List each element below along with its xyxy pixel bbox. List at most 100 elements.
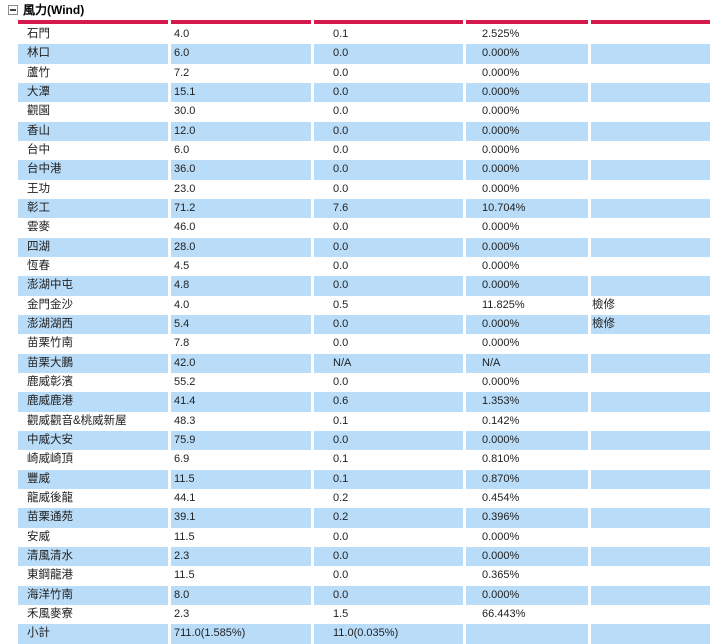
station-name-cell: 清風清水: [18, 546, 168, 567]
station-name-cell: 鹿威鹿港: [18, 392, 168, 412]
accent-bar-segment: [591, 20, 710, 24]
remark-cell: [591, 44, 710, 64]
capacity-cell: 11.5: [171, 469, 311, 489]
percent-cell: 1.353%: [466, 392, 588, 412]
output-cell: 0.1: [314, 450, 463, 470]
capacity-cell: 12.0: [171, 121, 311, 141]
station-name-cell: 石門: [18, 25, 168, 45]
section-header: 風力(Wind): [0, 0, 720, 17]
remark-cell: [591, 237, 710, 257]
station-name-cell: 豐威: [18, 469, 168, 489]
station-name-cell: 東鋼龍港: [18, 566, 168, 586]
percent-cell: 0.000%: [466, 430, 588, 451]
percent-cell: 0.870%: [466, 469, 588, 489]
output-cell: 0.0: [314, 256, 463, 277]
capacity-cell: 55.2: [171, 372, 311, 393]
remark-cell: [591, 372, 710, 393]
percent-cell: 0.000%: [466, 527, 588, 547]
percent-cell: 0.000%: [466, 44, 588, 64]
collapse-icon[interactable]: [8, 5, 18, 15]
percent-cell: [466, 624, 588, 644]
capacity-cell: 11.5: [171, 527, 311, 547]
capacity-cell: 2.3: [171, 546, 311, 567]
remark-cell: [591, 218, 710, 238]
percent-cell: 0.000%: [466, 546, 588, 567]
station-name-cell: 大潭: [18, 82, 168, 103]
percent-cell: 0.000%: [466, 102, 588, 122]
capacity-cell: 28.0: [171, 237, 311, 257]
output-cell: 11.0(0.035%): [314, 624, 463, 644]
percent-cell: 0.396%: [466, 508, 588, 528]
station-name-cell: 林口: [18, 44, 168, 64]
station-name-cell: 海洋竹南: [18, 585, 168, 605]
capacity-cell: 4.5: [171, 256, 311, 277]
output-cell: 0.0: [314, 82, 463, 103]
capacity-cell: 39.1: [171, 508, 311, 528]
percent-cell: 66.443%: [466, 604, 588, 625]
capacity-cell: 71.2: [171, 198, 311, 219]
capacity-cell: 36.0: [171, 160, 311, 180]
remark-cell: [591, 546, 710, 567]
percent-cell: 0.000%: [466, 237, 588, 257]
output-cell: 0.0: [314, 160, 463, 180]
capacity-cell: 4.8: [171, 276, 311, 296]
station-name-cell: 恆春: [18, 256, 168, 277]
station-name-cell: 蘆竹: [18, 63, 168, 83]
percent-cell: 0.000%: [466, 140, 588, 161]
capacity-cell: 4.0: [171, 25, 311, 45]
accent-bar-segment: [314, 20, 463, 24]
remark-cell: [591, 334, 710, 354]
station-name-cell: 小計: [18, 624, 168, 644]
station-name-cell: 王功: [18, 179, 168, 199]
capacity-cell: 7.2: [171, 63, 311, 83]
capacity-cell: 42.0: [171, 353, 311, 373]
remark-cell: [591, 256, 710, 277]
remark-cell: [591, 566, 710, 586]
capacity-cell: 48.3: [171, 411, 311, 431]
percent-cell: 11.825%: [466, 295, 588, 315]
output-cell: 0.0: [314, 430, 463, 451]
section-title: 風力(Wind): [23, 3, 85, 17]
percent-cell: 0.365%: [466, 566, 588, 586]
station-name-cell: 中威大安: [18, 430, 168, 451]
station-name-cell: 觀園: [18, 102, 168, 122]
remark-cell: [591, 585, 710, 605]
percent-cell: 0.000%: [466, 585, 588, 605]
station-name-cell: 苗栗大鵬: [18, 353, 168, 373]
percent-cell: 0.810%: [466, 450, 588, 470]
percent-cell: 0.000%: [466, 276, 588, 296]
station-name-cell: 龍威後龍: [18, 488, 168, 509]
remark-cell: [591, 102, 710, 122]
percent-cell: 2.525%: [466, 25, 588, 45]
remark-cell: [591, 121, 710, 141]
accent-bar-segment: [466, 20, 588, 24]
station-name-cell: 金門金沙: [18, 295, 168, 315]
capacity-cell: 11.5: [171, 566, 311, 586]
output-cell: 0.0: [314, 102, 463, 122]
output-cell: 0.0: [314, 546, 463, 567]
output-cell: 0.1: [314, 469, 463, 489]
percent-cell: 0.000%: [466, 334, 588, 354]
remark-cell: [591, 353, 710, 373]
percent-cell: 0.000%: [466, 179, 588, 199]
output-cell: 7.6: [314, 198, 463, 219]
station-name-cell: 台中港: [18, 160, 168, 180]
output-cell: 0.6: [314, 392, 463, 412]
station-name-cell: 崎威崎頂: [18, 450, 168, 470]
station-name-cell: 禾風麥寮: [18, 604, 168, 625]
station-name-cell: 安威: [18, 527, 168, 547]
remark-cell: [591, 160, 710, 180]
section-accent-bar: [18, 20, 710, 24]
capacity-cell: 2.3: [171, 604, 311, 625]
output-cell: 0.0: [314, 566, 463, 586]
remark-cell: [591, 82, 710, 103]
remark-cell: [591, 179, 710, 199]
remark-cell: [591, 276, 710, 296]
output-cell: 0.0: [314, 140, 463, 161]
remark-cell: [591, 508, 710, 528]
remark-cell: [591, 604, 710, 625]
capacity-cell: 15.1: [171, 82, 311, 103]
capacity-cell: 46.0: [171, 218, 311, 238]
output-cell: 0.0: [314, 218, 463, 238]
percent-cell: 0.000%: [466, 63, 588, 83]
